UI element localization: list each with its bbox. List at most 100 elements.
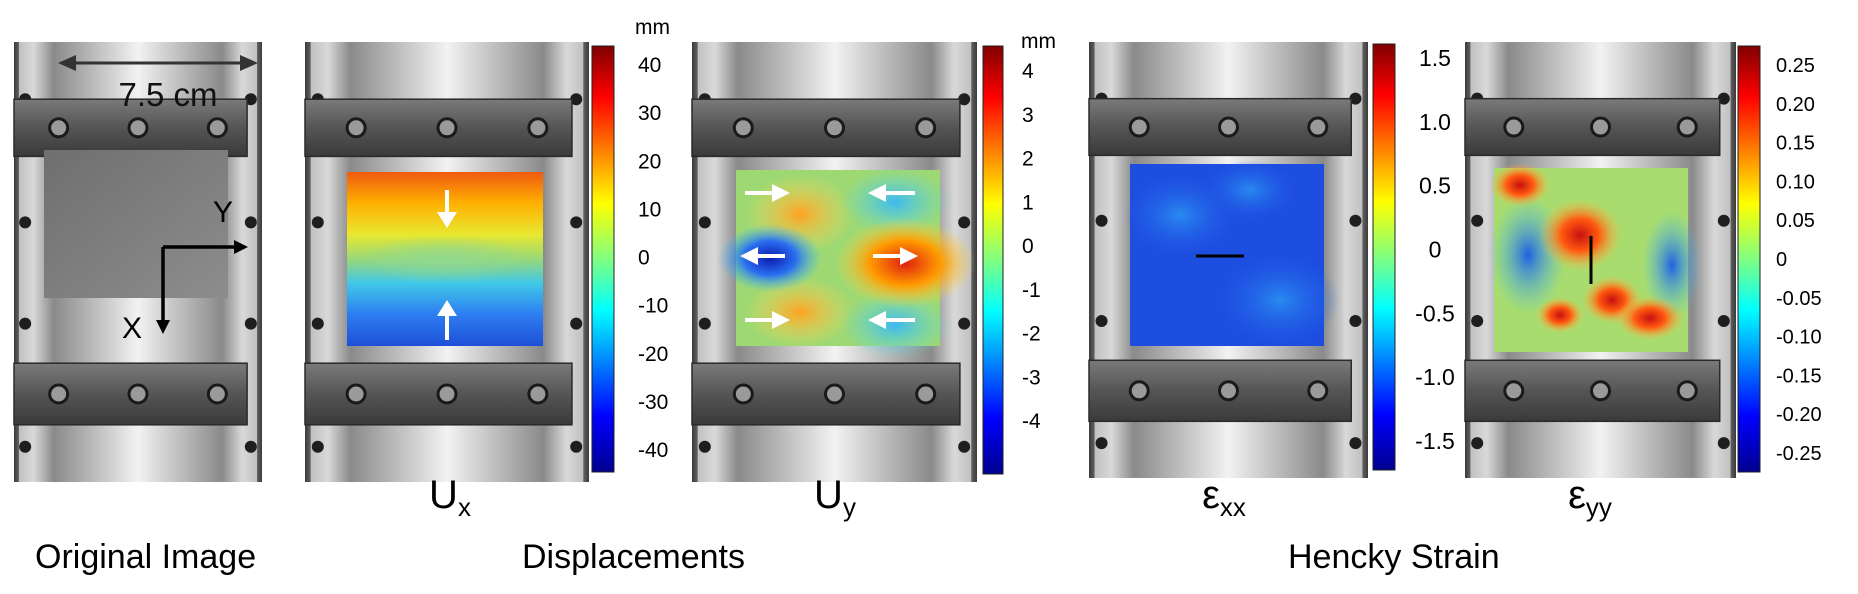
sample-surface: [44, 150, 228, 298]
colorbar-exx-tick-label: 0.5: [1419, 173, 1451, 199]
label-hencky-strain: Hencky Strain: [1288, 538, 1500, 576]
panel-label-uy-sub: y: [843, 492, 856, 522]
rail-screw-icon: [1717, 92, 1730, 105]
rail-screw-icon: [311, 216, 324, 229]
exx-panel: [1088, 42, 1368, 478]
label-original-image: Original Image: [35, 538, 256, 576]
rail-screw-icon: [1349, 437, 1362, 450]
clamp-bolt-icon: [915, 383, 937, 405]
exx-strain-field: [1125, 160, 1340, 346]
uy-arrow-right-top-icon: [745, 184, 790, 202]
ux-panel: [304, 42, 589, 482]
colorbar-exx-tick-label: 0: [1429, 237, 1442, 263]
clamp-bolt-icon: [527, 117, 549, 139]
axis-x-label: X: [122, 312, 142, 345]
uy-arrow-right-bottom-icon: [745, 311, 790, 329]
panel-label-ux-sub: x: [458, 492, 471, 522]
colorbar-uy-tick-label: 4: [1022, 60, 1034, 83]
panel-label-uy-base: U: [814, 473, 843, 517]
ux-arrows: [437, 190, 457, 340]
clamp-bolt-icon: [1590, 380, 1611, 402]
colorbar-eyy-tick-label: -0.20: [1776, 404, 1822, 426]
clamp-bolt-icon: [127, 383, 149, 405]
rail-screw-icon: [570, 440, 583, 453]
rail-screw-icon: [1717, 315, 1730, 328]
clamp-bolt-icon: [824, 383, 845, 405]
rail-screw-icon: [1471, 315, 1484, 328]
colorbar-eyy-tick-label: 0.05: [1776, 210, 1815, 232]
rail-screw-icon: [1349, 214, 1362, 227]
colorbar-eyy-tick-label: 0.10: [1776, 171, 1815, 193]
clamp-bolt-icon: [824, 117, 845, 139]
colorbar-ux-tick-label: -10: [638, 295, 668, 318]
rail-screw-icon: [1349, 315, 1362, 328]
clamp-bolt-icon: [1128, 116, 1150, 138]
uy-arrow-right-mid-icon: [873, 247, 918, 265]
uy-arrow-left-bottom-icon: [868, 311, 915, 329]
clamp-bolt-icon: [1307, 116, 1329, 138]
clamp-bolt-icon: [915, 117, 937, 139]
colorbar-eyy-tick-label: -0.25: [1776, 443, 1822, 465]
clamp-bolt-icon: [48, 117, 70, 139]
colorbar-eyy-tick-label: -0.05: [1776, 288, 1822, 310]
rail-screw-icon: [958, 317, 971, 330]
clamp-bolt-icon: [436, 117, 458, 139]
colorbar-eyy: 0.25 0.20 0.15 0.10 0.05 0 -0.05 -0.10 -0.15 -0.2…: [1737, 45, 1822, 473]
rail-screw-icon: [570, 93, 583, 106]
colorbar-exx-tick-label: 1.5: [1419, 45, 1451, 71]
rail-screw-icon: [958, 216, 971, 229]
colorbar-exx-tick-label: -1.0: [1415, 364, 1455, 390]
colorbar-ux-tick-label: 30: [638, 102, 661, 125]
eyy-strain-field: [1490, 163, 1702, 352]
rail-screw-icon: [19, 216, 32, 229]
colorbar-ux-ticks: 40 30 20 10 0 -10 -20 -30 -40: [638, 54, 668, 462]
rail-screw-icon: [698, 440, 711, 453]
label-displacements: Displacements: [522, 538, 745, 576]
panel-label-eyy-sub: yy: [1586, 492, 1612, 522]
scale-bar: 7.5 cm: [58, 55, 258, 113]
rail-screw-icon: [1717, 214, 1730, 227]
colorbar-ux: mm 40 30 20 10 0 -10 -20 -30 -40: [591, 16, 670, 473]
rail-screw-icon: [1471, 214, 1484, 227]
clamp-bolt-icon: [206, 383, 228, 405]
rail-screw-icon: [311, 440, 324, 453]
colorbar-uy-tick-label: 0: [1022, 235, 1034, 258]
clamp-bolt-icon: [1503, 116, 1525, 138]
rail-screw-icon: [244, 216, 257, 229]
colorbar-exx-tick-label: -1.5: [1415, 428, 1455, 454]
rail-screw-icon: [1471, 437, 1484, 450]
clamp-bolt-icon: [1307, 380, 1329, 402]
rail-screw-icon: [958, 440, 971, 453]
scale-bar-label: 7.5 cm: [118, 76, 217, 113]
rail-screw-icon: [570, 216, 583, 229]
colorbar-eyy-tick-label: 0: [1776, 249, 1787, 271]
colorbar-exx-tick-label: -0.5: [1415, 300, 1455, 326]
colorbar-exx: 1.5 1.0 0.5 0 -0.5 -1.0 -1.5: [1372, 43, 1455, 471]
colorbar-ux-tick-label: -20: [638, 343, 668, 366]
rail-screw-icon: [19, 317, 32, 330]
rail-screw-icon: [1095, 437, 1108, 450]
clamp-bolt-icon: [1503, 380, 1525, 402]
rail-screw-icon: [1717, 437, 1730, 450]
colorbar-uy-tick-label: -2: [1022, 323, 1041, 346]
clamp-bolt-icon: [1676, 380, 1698, 402]
colorbar-ux-tick-label: 20: [638, 150, 661, 173]
rail-screw-icon: [698, 216, 711, 229]
rail-screw-icon: [958, 93, 971, 106]
clamp-bolt-icon: [1218, 116, 1239, 138]
clamp-bolt-icon: [732, 383, 754, 405]
colorbar-ux-tick-label: 10: [638, 198, 661, 221]
clamp-bolt-icon: [48, 383, 70, 405]
uy-arrows: [740, 184, 918, 329]
colorbar-ux-tick-label: 40: [638, 54, 661, 77]
colorbar-uy: mm 4 3 2 1 0 -1 -2 -3 -4: [982, 30, 1056, 475]
clamp-bolt-icon: [1676, 116, 1698, 138]
colorbar-uy-tick-label: -3: [1022, 366, 1041, 389]
panel-label-ux-base: U: [429, 473, 458, 517]
rail-screw-icon: [698, 317, 711, 330]
colorbar-eyy-tick-label: 0.25: [1776, 55, 1815, 77]
rail-screw-icon: [244, 317, 257, 330]
ux-arrow-down-icon: [437, 190, 457, 228]
colorbar-uy-tick-label: -4: [1022, 410, 1041, 433]
